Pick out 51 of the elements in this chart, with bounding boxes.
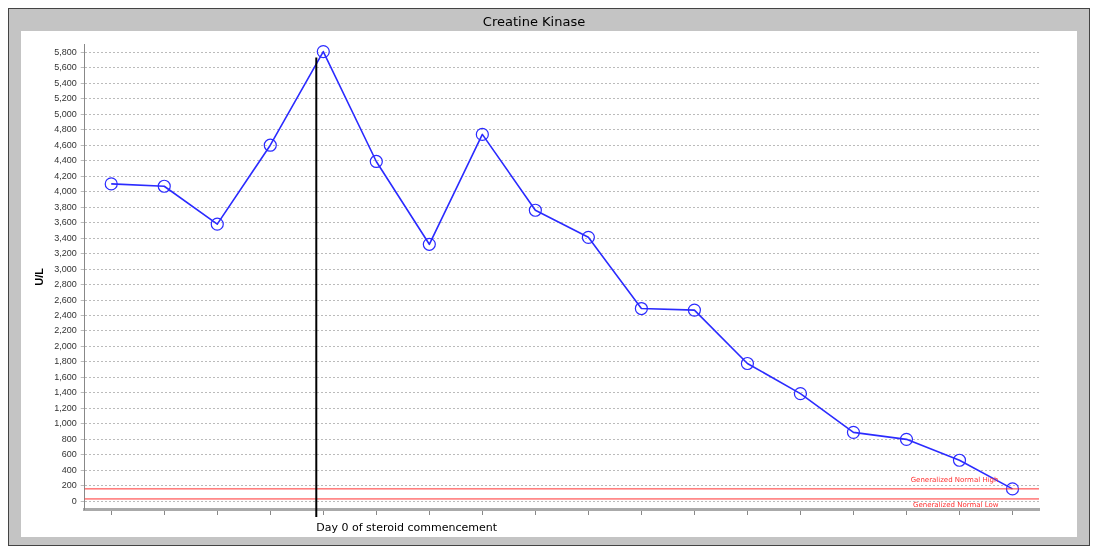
point bbox=[740, 356, 755, 371]
point bbox=[422, 237, 436, 251]
y-tick-label: 5,600 bbox=[54, 62, 77, 73]
y-tick-label: 5,800 bbox=[54, 46, 77, 57]
y-tick-label: 1,400 bbox=[54, 387, 77, 398]
y-tick-label: 1,800 bbox=[54, 356, 77, 367]
y-tick-label: 600 bbox=[61, 449, 77, 460]
point bbox=[846, 425, 861, 439]
point bbox=[687, 303, 701, 317]
point bbox=[104, 177, 118, 191]
point bbox=[369, 154, 383, 169]
point bbox=[475, 127, 489, 141]
point bbox=[952, 453, 967, 467]
y-tick-label: 5,200 bbox=[54, 93, 77, 104]
y-tick-label: 1,200 bbox=[54, 402, 77, 413]
y-axis-title: U/L bbox=[32, 267, 45, 286]
chart-title: Creatine Kinase bbox=[482, 14, 586, 30]
y-tick-label: 4,400 bbox=[54, 155, 77, 166]
y-tick-label: 1,000 bbox=[54, 418, 77, 429]
text: Day 0 of steroid commencement bbox=[316, 521, 498, 535]
y-tick-label: 3,600 bbox=[54, 217, 77, 228]
y-tick-label: 3,400 bbox=[54, 232, 77, 243]
point bbox=[899, 432, 914, 446]
y-tick-label: 5,000 bbox=[54, 108, 77, 119]
y-tick-label: 400 bbox=[61, 464, 77, 475]
y-tick-label: 0 bbox=[71, 495, 77, 506]
y-tick-label: 4,600 bbox=[54, 139, 77, 150]
y-tick-label: 4,800 bbox=[54, 124, 77, 135]
y-tick-label: 200 bbox=[61, 480, 77, 491]
y-tick-label: 2,400 bbox=[54, 309, 77, 320]
point bbox=[528, 203, 542, 217]
y-tick-label: 4,200 bbox=[54, 170, 77, 181]
y-tick-label: 3,200 bbox=[54, 248, 77, 259]
point bbox=[634, 301, 648, 316]
point bbox=[1005, 482, 1020, 496]
y-tick-label: 3,000 bbox=[54, 263, 77, 274]
point bbox=[581, 230, 595, 244]
y-tick-label: 5,400 bbox=[54, 77, 77, 88]
y-tick-label: 2,000 bbox=[54, 340, 77, 351]
point bbox=[316, 44, 330, 59]
y-tick-label: 2,800 bbox=[54, 279, 77, 290]
y-tick-label: 3,800 bbox=[54, 201, 77, 212]
y-tick-label: 4,000 bbox=[54, 186, 77, 197]
y-tick-label: 2,600 bbox=[54, 294, 77, 305]
point bbox=[157, 179, 171, 193]
point bbox=[793, 387, 808, 401]
y-tick-label: 800 bbox=[61, 433, 77, 444]
point bbox=[210, 217, 224, 231]
point bbox=[263, 138, 277, 152]
y-tick-label: 1,600 bbox=[54, 371, 77, 382]
y-tick-label: 2,200 bbox=[54, 325, 77, 336]
